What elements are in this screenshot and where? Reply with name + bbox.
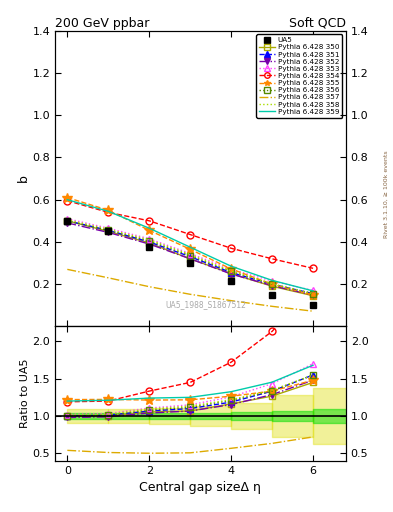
Pythia 6.428 355 — [106, 207, 110, 214]
X-axis label: Central gap sizeΔ η: Central gap sizeΔ η — [140, 481, 261, 494]
Pythia 6.428 350 — [311, 293, 316, 299]
Text: Rivet 3.1.10, ≥ 100k events: Rivet 3.1.10, ≥ 100k events — [384, 151, 389, 239]
Pythia 6.428 359 — [229, 263, 233, 269]
Pythia 6.428 358 — [65, 217, 70, 223]
Line: UA5: UA5 — [64, 217, 316, 309]
Y-axis label: Ratio to UA5: Ratio to UA5 — [20, 359, 29, 429]
Pythia 6.428 353 — [229, 266, 233, 272]
Pythia 6.428 356 — [188, 252, 193, 259]
Pythia 6.428 351 — [106, 227, 110, 233]
Pythia 6.428 350 — [229, 270, 233, 276]
Line: Pythia 6.428 359: Pythia 6.428 359 — [67, 200, 313, 291]
Pythia 6.428 356 — [229, 268, 233, 274]
Pythia 6.428 357 — [106, 275, 110, 281]
Pythia 6.428 355 — [188, 246, 193, 252]
Pythia 6.428 358 — [270, 281, 274, 287]
Pythia 6.428 351 — [270, 281, 274, 287]
Pythia 6.428 350 — [147, 240, 152, 246]
Pythia 6.428 353 — [188, 250, 193, 257]
UA5 — [311, 302, 316, 308]
Pythia 6.428 350 — [65, 218, 70, 224]
Pythia 6.428 359 — [65, 197, 70, 203]
UA5 — [188, 260, 193, 266]
Y-axis label: b: b — [17, 175, 29, 182]
Pythia 6.428 352 — [270, 283, 274, 289]
Pythia 6.428 356 — [270, 281, 274, 287]
Line: Pythia 6.428 355: Pythia 6.428 355 — [62, 193, 318, 300]
Pythia 6.428 354 — [147, 218, 152, 224]
Pythia 6.428 357 — [147, 284, 152, 290]
Pythia 6.428 354 — [65, 198, 70, 204]
Pythia 6.428 353 — [270, 278, 274, 284]
Pythia 6.428 351 — [188, 253, 193, 260]
Pythia 6.428 358 — [229, 268, 233, 274]
Pythia 6.428 355 — [229, 266, 233, 272]
Text: UA5_1988_S1867512: UA5_1988_S1867512 — [166, 300, 247, 309]
Line: Pythia 6.428 350: Pythia 6.428 350 — [64, 218, 316, 298]
Line: Pythia 6.428 357: Pythia 6.428 357 — [67, 269, 313, 311]
Pythia 6.428 352 — [229, 271, 233, 277]
Pythia 6.428 356 — [106, 227, 110, 233]
Pythia 6.428 359 — [106, 208, 110, 215]
Pythia 6.428 357 — [229, 297, 233, 304]
UA5 — [65, 218, 70, 224]
Pythia 6.428 358 — [188, 251, 193, 258]
Line: Pythia 6.428 352: Pythia 6.428 352 — [64, 220, 316, 298]
Pythia 6.428 351 — [311, 291, 316, 297]
UA5 — [229, 278, 233, 284]
Pythia 6.428 354 — [311, 265, 316, 271]
Pythia 6.428 351 — [65, 218, 70, 224]
Pythia 6.428 352 — [106, 229, 110, 236]
Pythia 6.428 351 — [229, 269, 233, 275]
Pythia 6.428 350 — [270, 283, 274, 289]
Pythia 6.428 353 — [65, 216, 70, 222]
Pythia 6.428 353 — [311, 287, 316, 293]
Pythia 6.428 359 — [311, 288, 316, 294]
UA5 — [270, 292, 274, 298]
Pythia 6.428 357 — [311, 308, 316, 314]
Pythia 6.428 354 — [270, 255, 274, 262]
Pythia 6.428 350 — [188, 255, 193, 262]
Pythia 6.428 352 — [147, 241, 152, 247]
Pythia 6.428 358 — [106, 226, 110, 232]
Pythia 6.428 355 — [270, 281, 274, 287]
Pythia 6.428 356 — [65, 218, 70, 224]
Pythia 6.428 357 — [188, 291, 193, 297]
Pythia 6.428 352 — [188, 255, 193, 262]
Pythia 6.428 354 — [106, 209, 110, 216]
Pythia 6.428 352 — [311, 292, 316, 298]
UA5 — [106, 228, 110, 234]
Pythia 6.428 357 — [65, 266, 70, 272]
Pythia 6.428 354 — [188, 231, 193, 238]
Pythia 6.428 355 — [147, 227, 152, 233]
Pythia 6.428 358 — [311, 291, 316, 297]
Pythia 6.428 355 — [311, 292, 316, 298]
Pythia 6.428 357 — [270, 303, 274, 309]
Pythia 6.428 358 — [147, 237, 152, 243]
Text: 200 GeV ppbar: 200 GeV ppbar — [55, 16, 149, 30]
Line: Pythia 6.428 356: Pythia 6.428 356 — [64, 218, 316, 296]
Pythia 6.428 359 — [270, 278, 274, 284]
Pythia 6.428 359 — [147, 225, 152, 231]
Text: Soft QCD: Soft QCD — [289, 16, 346, 30]
Pythia 6.428 351 — [147, 239, 152, 245]
Pythia 6.428 354 — [229, 245, 233, 251]
Pythia 6.428 359 — [188, 244, 193, 250]
Line: Pythia 6.428 351: Pythia 6.428 351 — [64, 217, 316, 297]
Pythia 6.428 356 — [147, 238, 152, 244]
Pythia 6.428 352 — [65, 220, 70, 226]
Pythia 6.428 353 — [106, 225, 110, 231]
Pythia 6.428 353 — [147, 236, 152, 242]
Line: Pythia 6.428 354: Pythia 6.428 354 — [64, 197, 316, 272]
Pythia 6.428 350 — [106, 228, 110, 234]
Pythia 6.428 356 — [311, 291, 316, 297]
Pythia 6.428 355 — [65, 195, 70, 201]
Line: Pythia 6.428 353: Pythia 6.428 353 — [64, 215, 316, 294]
UA5 — [147, 244, 152, 250]
Legend: UA5, Pythia 6.428 350, Pythia 6.428 351, Pythia 6.428 352, Pythia 6.428 353, Pyt: UA5, Pythia 6.428 350, Pythia 6.428 351,… — [256, 34, 342, 118]
Line: Pythia 6.428 358: Pythia 6.428 358 — [67, 220, 313, 294]
